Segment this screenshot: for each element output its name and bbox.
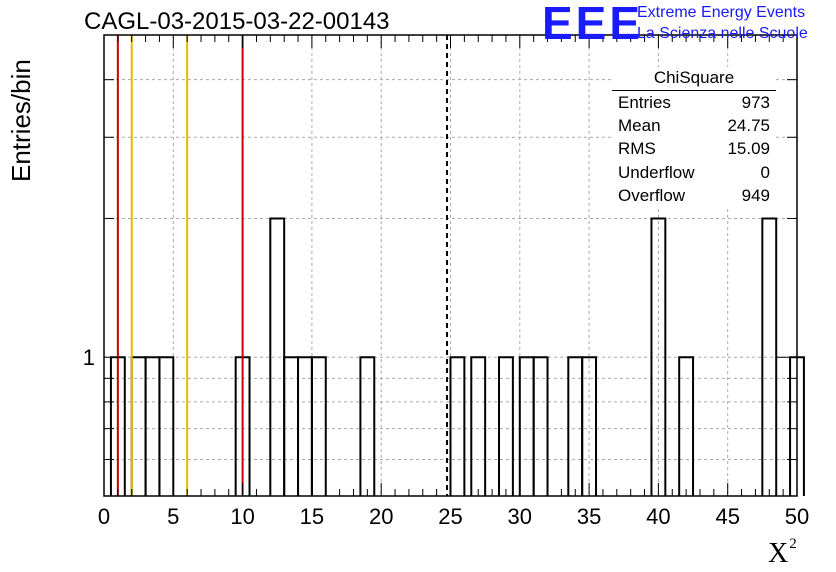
stats-label: Entries <box>618 93 671 112</box>
stats-value: 15.09 <box>727 139 770 159</box>
histogram-bin <box>310 356 327 496</box>
x-tick-label: 5 <box>167 504 179 529</box>
stats-box: ChiSquare Entries 973 Mean 24.75 RMS 15.… <box>612 67 776 207</box>
x-tick-label: 50 <box>785 504 809 529</box>
histogram-bin <box>470 356 487 496</box>
x-tick-label: 30 <box>508 504 532 529</box>
stats-row: Entries 973 <box>612 91 776 114</box>
stats-value: 949 <box>741 185 770 205</box>
x-axis-label-superscript: 2 <box>789 536 797 552</box>
histogram-bin <box>158 356 175 496</box>
x-tick-label: 20 <box>369 504 393 529</box>
stats-row: RMS 15.09 <box>612 137 776 160</box>
y-axis-label: Entries/bin <box>6 59 36 182</box>
x-axis-label: X2 <box>768 536 797 570</box>
x-tick-label: 15 <box>300 504 324 529</box>
histogram-bin <box>498 356 514 496</box>
stats-row: Underflow 0 <box>612 161 776 184</box>
histogram-bin <box>449 356 466 496</box>
x-tick-label: 10 <box>230 504 254 529</box>
stats-row: Overflow 949 <box>612 184 776 207</box>
x-tick-label: 40 <box>646 504 670 529</box>
histogram-bin <box>359 356 376 496</box>
x-tick-label: 35 <box>577 504 601 529</box>
stats-title: ChiSquare <box>612 67 776 91</box>
x-axis-label-base: X <box>768 538 789 569</box>
x-tick-label: 25 <box>438 504 462 529</box>
histogram-bin <box>130 356 147 496</box>
eee-logo: EEE <box>542 0 644 49</box>
logo-line-1: Extreme Energy Events <box>637 4 806 21</box>
histogram-bin <box>678 356 695 496</box>
histogram-bin <box>581 356 598 496</box>
histogram-bin <box>761 217 778 496</box>
stats-label: Mean <box>618 116 661 136</box>
chart-title: CAGL-03-2015-03-22-00143 <box>84 8 390 35</box>
x-tick-label: 45 <box>715 504 739 529</box>
stats-label: Overflow <box>618 185 686 205</box>
stats-row: Mean 24.75 <box>612 114 776 137</box>
stats-value: 973 <box>741 93 770 112</box>
stats-label: Underflow <box>618 162 695 182</box>
stats-value: 24.75 <box>727 116 770 136</box>
histogram-bin <box>650 217 667 496</box>
logo-line-2: La Scienza nelle Scuole <box>637 25 808 42</box>
histogram-bin <box>532 356 549 496</box>
stats-label: RMS <box>618 139 656 159</box>
stats-value: 0 <box>760 162 770 182</box>
y-tick-label: 1 <box>83 345 95 370</box>
x-tick-label: 0 <box>98 504 110 529</box>
